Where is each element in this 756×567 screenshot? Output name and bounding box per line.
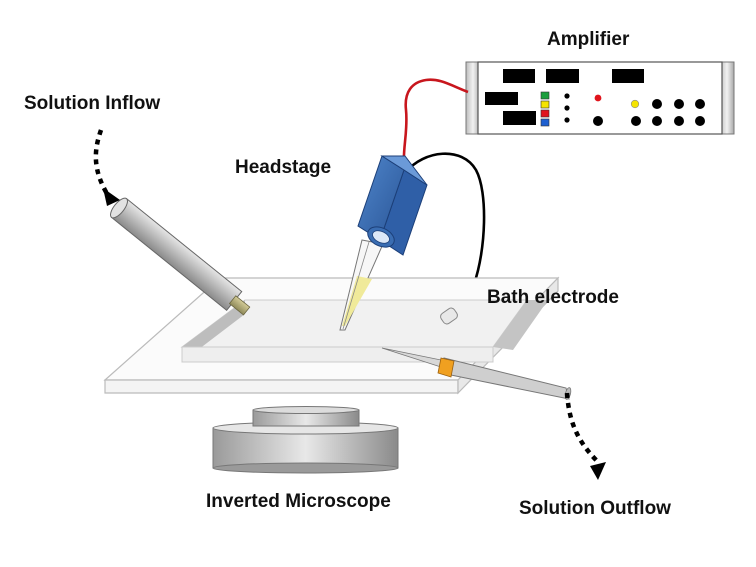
- indicator-green: [540, 91, 550, 100]
- recording-pipette: [339, 239, 384, 331]
- pipette-holder-opening: [372, 230, 390, 244]
- inflow-arrow: [93, 129, 120, 206]
- outflow-arrow: [564, 392, 606, 480]
- headstage-label: Headstage: [235, 157, 332, 178]
- knob-large-2: [674, 99, 684, 109]
- inverted-microscope: [212, 406, 399, 474]
- headstage: [357, 155, 428, 256]
- outflow-collar: [437, 357, 455, 378]
- inflow-tube-body: [110, 197, 243, 311]
- chamber-right-wall: [493, 300, 548, 350]
- inflow-tube-nozzle: [228, 295, 251, 316]
- solution-inflow-tube: [110, 197, 251, 316]
- stage-front: [104, 379, 459, 394]
- objective-top: [252, 406, 360, 414]
- headstage-top: [380, 155, 428, 186]
- amplifier: [465, 61, 735, 135]
- knob-large-4: [652, 116, 662, 126]
- recording-stage: [103, 276, 560, 395]
- outflow-arrowhead: [590, 462, 606, 480]
- knob-medium-1: [593, 116, 603, 126]
- amplifier-display-4: [485, 92, 518, 105]
- pipette-electrode-wire: [342, 241, 370, 330]
- knob-large-6: [695, 116, 705, 126]
- amplifier-display-1: [503, 69, 535, 83]
- knob-small-3: [564, 117, 570, 123]
- amplifier-wire: [402, 78, 469, 163]
- led-red: [594, 94, 602, 102]
- inflow-arrow-line: [93, 129, 111, 199]
- indicator-yellow: [540, 100, 550, 109]
- outflow-arrow-line: [564, 392, 600, 464]
- inflow-tube-end: [110, 197, 128, 219]
- indicator-blue: [540, 118, 550, 127]
- led-yellow: [630, 99, 640, 109]
- solution-inflow-label: Solution Inflow: [24, 93, 161, 114]
- amplifier-display-3: [612, 69, 644, 83]
- amplifier-display-2: [546, 69, 579, 83]
- bath-electrode-label: Bath electrode: [487, 287, 619, 308]
- knob-small-2: [564, 105, 570, 111]
- knob-medium-2: [631, 116, 641, 126]
- pipette-solution: [342, 276, 372, 326]
- solution-outflow-pipette: [381, 347, 572, 400]
- inverted-microscope-label: Inverted Microscope: [206, 491, 391, 512]
- microscope-base-bottom: [212, 462, 399, 474]
- knob-large-1: [652, 99, 662, 109]
- bath-electrode: [440, 307, 458, 325]
- amplifier-label: Amplifier: [547, 29, 630, 50]
- knob-large-5: [674, 116, 684, 126]
- knob-large-3: [695, 99, 705, 109]
- indicator-red: [540, 109, 550, 118]
- microscope-base: [212, 427, 399, 469]
- inflow-arrowhead: [103, 188, 120, 206]
- knob-small-1: [564, 93, 570, 99]
- amplifier-display-5: [503, 111, 536, 125]
- bath-electrode-tip: [440, 307, 458, 325]
- solution-outflow-label: Solution Outflow: [519, 498, 671, 519]
